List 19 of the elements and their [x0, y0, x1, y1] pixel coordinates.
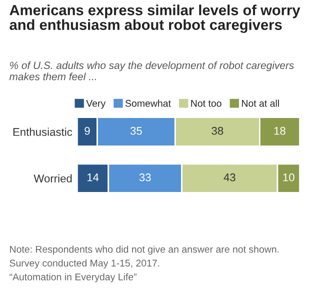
data-label: 14	[87, 174, 99, 182]
y-tick-label: Worried	[34, 174, 72, 182]
data-label: 9	[84, 126, 90, 135]
data-label: 18	[274, 126, 286, 135]
data-label: 43	[224, 173, 236, 182]
legend-label: Very	[86, 100, 106, 109]
text: Survey conducted May 1-15, 2017.	[10, 259, 160, 268]
chart-title: Americans express similar levels of worry and enthusiasm about robot caregivers	[10, 4, 300, 33]
legend-label: Somewhat	[125, 100, 171, 107]
y-tick-label: Enthusiastic	[13, 128, 72, 136]
chart-subtitle: % of U.S. adults who say the development of robot caregivers makes them feel ...	[9, 61, 294, 80]
data-label: 38	[212, 126, 224, 135]
text: Note: Respondents who did not give an answer are not shown.	[10, 246, 279, 255]
legend-label: Not at all	[242, 100, 279, 107]
data-label: 10	[283, 173, 294, 182]
legend-label: Not too	[191, 100, 222, 107]
data-label: 33	[139, 173, 151, 182]
data-label: 35	[130, 126, 142, 135]
text: “Automation in Everyday Life”	[10, 273, 136, 282]
